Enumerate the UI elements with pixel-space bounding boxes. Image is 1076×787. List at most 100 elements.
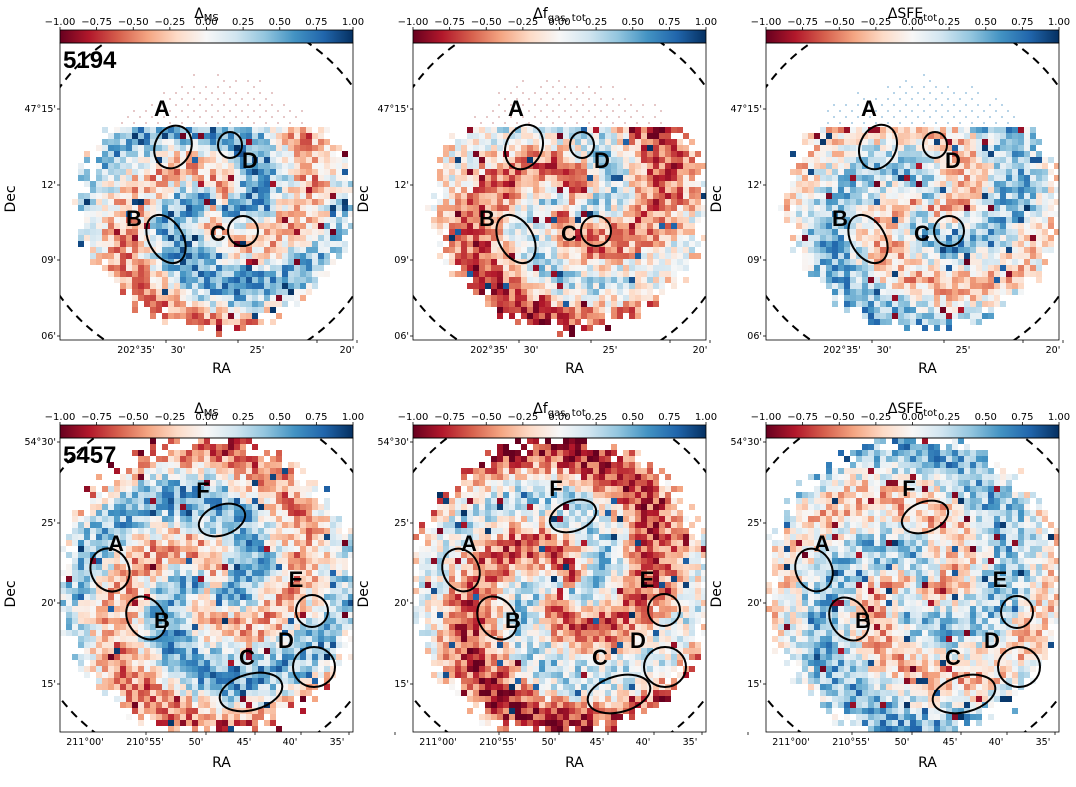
x-axis-label: RA <box>918 755 937 771</box>
colorbar-tick-label: −0.50 <box>118 17 149 28</box>
region-ellipse-D <box>292 646 336 688</box>
heatmap <box>413 438 706 732</box>
colorbar-tick-label: −0.25 <box>861 17 892 28</box>
region-label-C: C <box>945 645 961 670</box>
colorbar-tick-label: −0.50 <box>824 412 855 423</box>
colorbar <box>765 424 1060 439</box>
colorbar-tick-label: 1.00 <box>342 412 364 423</box>
x-axis-label: RA <box>565 361 584 377</box>
colorbar-tick-label: −0.25 <box>508 412 539 423</box>
ra-tick-label: 40' <box>283 737 298 748</box>
region-label-B: B <box>832 206 848 231</box>
colorbar-tick-label: −1.00 <box>45 412 76 423</box>
region-label-A: A <box>508 96 524 121</box>
y-axis-label: Dec <box>3 580 19 607</box>
galaxy-id: 5457 <box>63 442 116 469</box>
ra-tick-label: 50' <box>895 737 910 748</box>
ra-tick-label: 210°55' <box>832 737 870 748</box>
colorbar-tick-label: 1.00 <box>1048 412 1070 423</box>
colorbar-tick-label: −0.75 <box>787 412 818 423</box>
region-label-F: F <box>549 476 562 501</box>
ra-tick-label: 35' <box>1036 737 1051 748</box>
heatmap <box>60 43 353 340</box>
colorbar-tick-label: 0.75 <box>658 17 680 28</box>
dec-tick-label: 12' <box>747 180 762 191</box>
colorbar-tick-label: −1.00 <box>398 17 429 28</box>
region-label-D: D <box>984 628 1000 653</box>
axes-frame <box>412 437 707 733</box>
colorbar-tick-label: 0.25 <box>232 412 254 423</box>
heatmap <box>766 438 1059 732</box>
colorbar-tick-label: −1.00 <box>45 17 76 28</box>
region-label-B: B <box>855 608 871 633</box>
ra-tick-label: 20' <box>1046 345 1061 356</box>
panel-title: ΔMS <box>194 6 219 24</box>
axes-frame <box>765 42 1060 341</box>
y-axis-label: Dec <box>356 185 372 212</box>
panel-5194-0: ΔMS −1.00 −0.75 −0.50 −0.25 0.00 0.25 0.50 0.75 1… <box>3 6 364 377</box>
colorbar-tick-label: −0.50 <box>471 17 502 28</box>
x-axis-label: RA <box>565 755 584 771</box>
colorbar-tick-label: 1.00 <box>1048 17 1070 28</box>
colorbar-tick-label: −1.00 <box>398 412 429 423</box>
colorbar-tick-label: 1.00 <box>342 17 364 28</box>
region-ellipse-F <box>197 502 247 538</box>
ra-tick-label: 211°00' <box>772 737 810 748</box>
dec-tick-label: 09' <box>394 255 409 266</box>
dec-tick-label: 15' <box>747 679 762 690</box>
region-ellipse-B <box>828 596 870 642</box>
region-label-C: C <box>210 221 226 246</box>
region-ellipse-C <box>580 215 612 247</box>
colorbar-tick-label: 1.00 <box>695 17 717 28</box>
region-label-B: B <box>126 206 142 231</box>
y-axis-label: Dec <box>356 580 372 607</box>
colorbar-tick-label: 0.25 <box>585 412 607 423</box>
region-ellipse-C <box>933 215 965 247</box>
ra-tick-label: 30' <box>524 345 539 356</box>
panel-title: Δfgas, tot <box>533 401 586 419</box>
region-ellipse-C <box>931 673 997 715</box>
ra-tick-label: 211°00' <box>419 737 457 748</box>
heatmap <box>60 438 353 732</box>
colorbar-tick-label: 0.25 <box>938 17 960 28</box>
colorbar-tick-label: −0.25 <box>155 412 186 423</box>
ra-tick-label: 45' <box>590 737 605 748</box>
panel-title: ΔMS <box>194 401 219 419</box>
ra-tick-label: 30' <box>171 345 186 356</box>
panel-5457-2: ΔSFEtot −1.00 −0.75 −0.50 −0.25 0.00 0.25 0.50 0… <box>709 401 1070 771</box>
dec-tick-label: 47°15' <box>24 104 56 115</box>
dec-tick-label: 54°30' <box>730 437 762 448</box>
dec-tick-label: 12' <box>394 180 409 191</box>
ra-tick-label: 202°35' <box>823 345 861 356</box>
colorbar-tick-label: −0.75 <box>434 412 465 423</box>
region-label-A: A <box>154 96 170 121</box>
ra-tick-label: 35' <box>683 737 698 748</box>
region-ellipse-D <box>643 646 687 688</box>
dec-tick-label: 54°30' <box>24 437 56 448</box>
region-label-B: B <box>479 206 495 231</box>
heatmap <box>766 43 1059 340</box>
dec-tick-label: 15' <box>41 679 56 690</box>
y-axis-label: Dec <box>709 580 725 607</box>
dec-tick-label: 20' <box>747 598 762 609</box>
colorbar-tick-label: 0.75 <box>305 412 327 423</box>
colorbar-tick-label: 0.75 <box>658 412 680 423</box>
heatmap <box>413 43 706 340</box>
ra-tick-label: 20' <box>340 345 355 356</box>
x-axis-label: RA <box>212 361 231 377</box>
panel-5457-0: ΔMS −1.00 −0.75 −0.50 −0.25 0.00 0.25 0.50 0.75 1… <box>3 401 396 771</box>
dec-tick-label: 09' <box>747 255 762 266</box>
region-label-C: C <box>239 645 255 670</box>
panel-5194-2: ΔSFEtot −1.00 −0.75 −0.50 −0.25 0.00 0.25 0.50 0… <box>709 6 1070 377</box>
panel-title: ΔSFEtot <box>888 401 937 419</box>
dec-tick-label: 54°30' <box>377 437 409 448</box>
region-label-A: A <box>461 531 477 556</box>
region-ellipse-C <box>227 215 259 247</box>
ra-tick-label: 40' <box>989 737 1004 748</box>
dec-tick-label: 06' <box>41 331 56 342</box>
region-label-E: E <box>640 567 655 592</box>
dec-tick-label: 15' <box>394 679 409 690</box>
region-ellipse-B <box>145 213 187 265</box>
x-axis-label: RA <box>212 755 231 771</box>
